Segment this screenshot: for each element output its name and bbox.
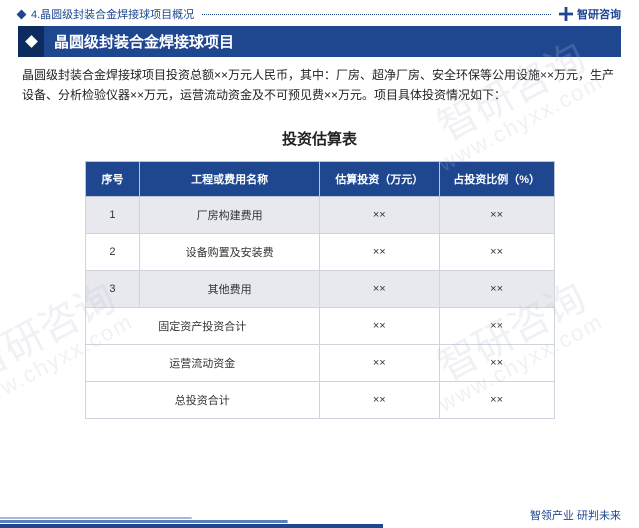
breadcrumb-text: 4.晶圆级封装合金焊接球项目概况 <box>31 6 194 22</box>
col-seq: 序号 <box>85 161 140 196</box>
cell-summary-name: 固定资产投资合计 <box>85 307 319 344</box>
table-summary-row: 固定资产投资合计×××× <box>85 307 554 344</box>
table-row: 1厂房构建费用×××× <box>85 196 554 233</box>
breadcrumb: 4.晶圆级封装合金焊接球项目概况 智研咨询 <box>0 0 639 22</box>
cell-percent: ×× <box>439 307 554 344</box>
cell-seq: 3 <box>85 270 140 307</box>
cell-percent: ×× <box>439 344 554 381</box>
table-row: 3其他费用×××× <box>85 270 554 307</box>
cell-percent: ×× <box>439 233 554 270</box>
cell-estimate: ×× <box>319 270 439 307</box>
diamond-icon <box>17 9 27 19</box>
cell-seq: 2 <box>85 233 140 270</box>
cell-percent: ×× <box>439 381 554 418</box>
col-pct: 占投资比例（%） <box>439 161 554 196</box>
logo-icon <box>559 7 573 21</box>
cell-item-name: 设备购置及安装费 <box>140 233 320 270</box>
investment-table: 序号 工程或费用名称 估算投资（万元） 占投资比例（%） 1厂房构建费用××××… <box>85 161 555 419</box>
col-est: 估算投资（万元） <box>319 161 439 196</box>
cell-estimate: ×× <box>319 307 439 344</box>
cell-percent: ×× <box>439 196 554 233</box>
diamond-icon <box>25 35 38 48</box>
dotted-divider <box>202 14 551 15</box>
title-diamond-box <box>18 26 44 57</box>
cell-item-name: 其他费用 <box>140 270 320 307</box>
cell-summary-name: 运营流动资金 <box>85 344 319 381</box>
cell-percent: ×× <box>439 270 554 307</box>
brand-top: 智研咨询 <box>559 6 621 22</box>
col-name: 工程或费用名称 <box>140 161 320 196</box>
cell-estimate: ×× <box>319 233 439 270</box>
footer: 智领产业 研判未来 <box>0 504 639 528</box>
table-summary-row: 总投资合计×××× <box>85 381 554 418</box>
table-row: 2设备购置及安装费×××× <box>85 233 554 270</box>
intro-paragraph: 晶圆级封装合金焊接球项目投资总额××万元人民币，其中：厂房、超净厂房、安全环保等… <box>0 65 639 106</box>
cell-estimate: ×× <box>319 344 439 381</box>
brand-top-text: 智研咨询 <box>577 6 621 22</box>
table-summary-row: 运营流动资金×××× <box>85 344 554 381</box>
footer-slogan: 智领产业 研判未来 <box>530 507 621 523</box>
table-header-row: 序号 工程或费用名称 估算投资（万元） 占投资比例（%） <box>85 161 554 196</box>
cell-estimate: ×× <box>319 381 439 418</box>
section-title: 晶圆级封装合金焊接球项目 <box>44 26 621 57</box>
section-title-bar: 晶圆级封装合金焊接球项目 <box>18 26 621 57</box>
cell-summary-name: 总投资合计 <box>85 381 319 418</box>
table-title: 投资估算表 <box>0 128 639 149</box>
cell-seq: 1 <box>85 196 140 233</box>
cell-estimate: ×× <box>319 196 439 233</box>
cell-item-name: 厂房构建费用 <box>140 196 320 233</box>
